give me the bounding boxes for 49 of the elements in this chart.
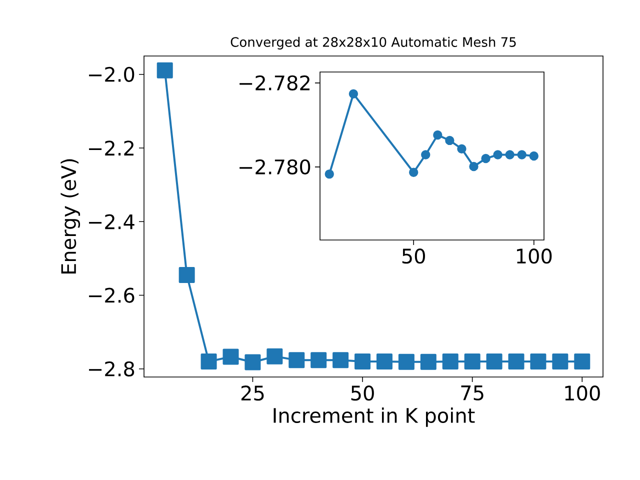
y-tick-label: −2.6 [89,288,134,303]
point [354,354,371,370]
point [408,168,418,177]
point [529,151,538,161]
point [200,354,217,370]
point [574,354,590,370]
point [348,89,358,98]
y-tick-label: −2.780 [240,159,310,174]
y-tick-label: −2.2 [89,140,134,156]
point [464,354,480,370]
point [310,352,327,368]
x-tick-label: 100 [517,248,552,264]
point [266,348,283,364]
point [457,144,466,154]
point [552,354,568,370]
point [433,130,442,140]
point [442,354,458,370]
point [481,154,490,164]
point [486,354,502,370]
point [288,352,305,368]
y-tick-label: −2.0 [89,66,134,82]
point [324,169,334,179]
point [222,348,239,365]
x-tick-label: 50 [402,248,425,264]
x-tick-label: 75 [461,386,484,400]
point [445,136,454,146]
point [332,352,349,368]
point [493,150,502,160]
x-tick-label: 25 [241,386,264,401]
point [530,354,546,370]
point [421,150,430,160]
point [420,354,436,370]
point [156,62,173,78]
point [505,150,514,160]
point [469,162,478,172]
y-tick-label: −2.782 [240,75,310,90]
x-tick-label: 100 [565,386,600,401]
x-tick-label: 50 [351,386,374,401]
y-tick-label: −2.4 [89,214,134,230]
point [398,354,414,370]
x-axis-title: Increment in K point [274,408,475,427]
chart-title: Converged at 28x28x10 Automatic Mesh 75 [230,36,516,50]
point [244,354,261,370]
point [178,267,195,284]
y-tick-label: −2.8 [89,361,134,376]
point [517,150,526,160]
point [508,354,524,370]
point [376,354,392,370]
y-axis-title: Energy (eV) [60,159,80,274]
